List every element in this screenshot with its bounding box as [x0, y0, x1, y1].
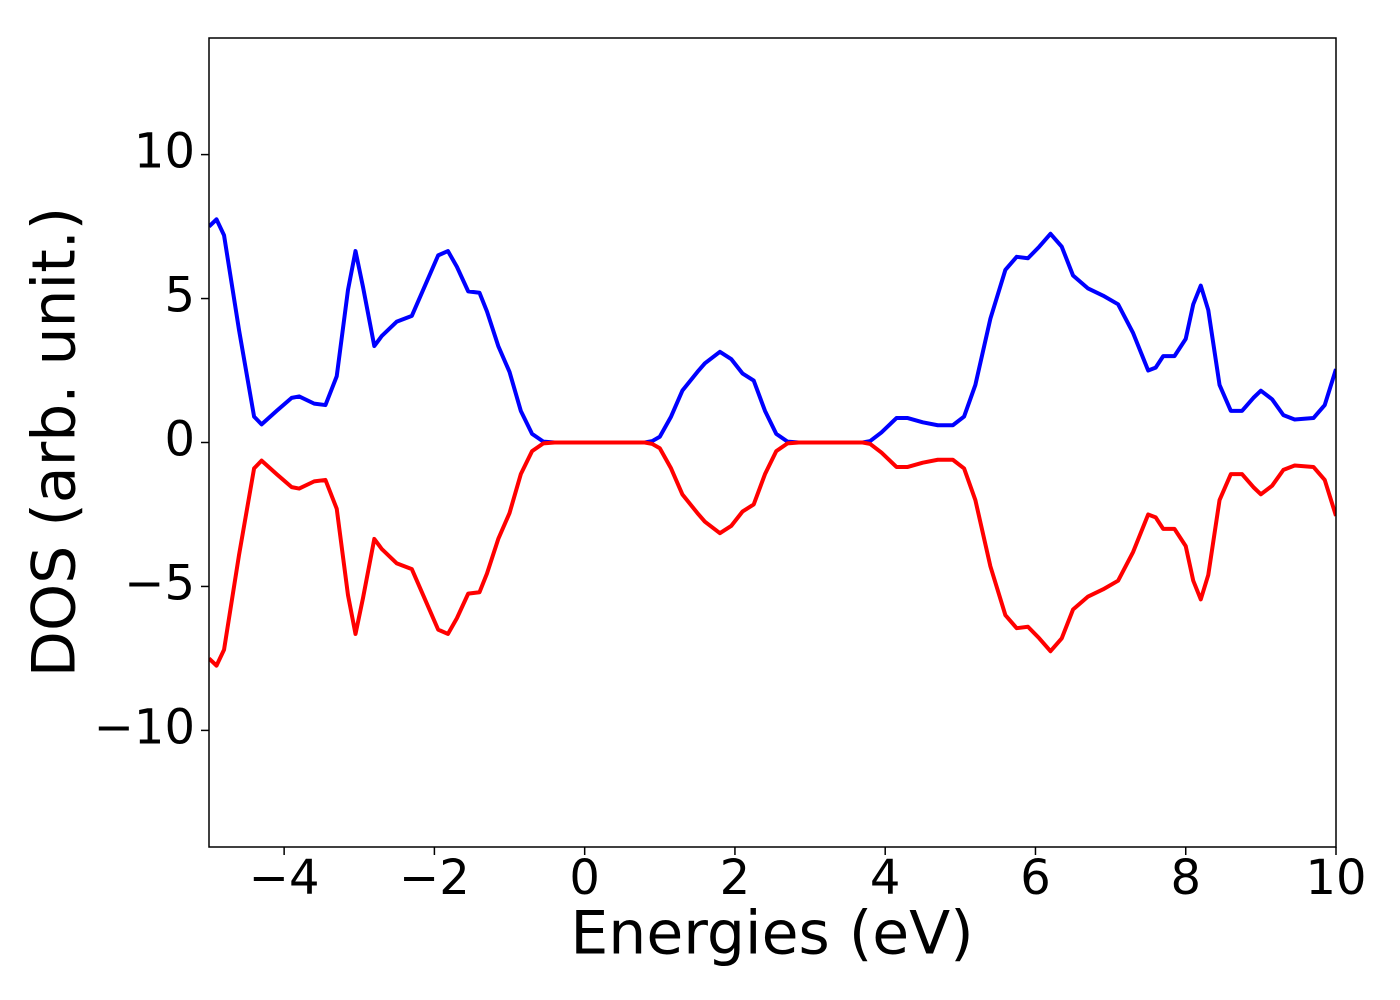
- dos-line: [209, 440, 1336, 668]
- y-tick-label: 0: [164, 412, 195, 468]
- x-tick-label: 4: [870, 850, 901, 906]
- x-tick-label: 2: [720, 850, 751, 906]
- x-tick-label: −2: [399, 850, 470, 906]
- y-tick-label: 10: [134, 124, 195, 180]
- x-tick-label: 10: [1305, 850, 1366, 906]
- dos-line: [209, 217, 1336, 445]
- x-axis-label: Energies (eV): [570, 899, 973, 969]
- y-tick-label: 5: [164, 268, 195, 324]
- x-tick-label: 6: [1020, 850, 1051, 906]
- y-axis-label: DOS (arb. unit.): [20, 207, 90, 677]
- y-tick-label: −10: [94, 699, 195, 755]
- x-tick-label: 0: [569, 850, 600, 906]
- plot-frame: [208, 37, 1337, 848]
- y-tick-label: −5: [124, 555, 195, 611]
- x-tick-label: 8: [1170, 850, 1201, 906]
- x-tick-label: −4: [249, 850, 320, 906]
